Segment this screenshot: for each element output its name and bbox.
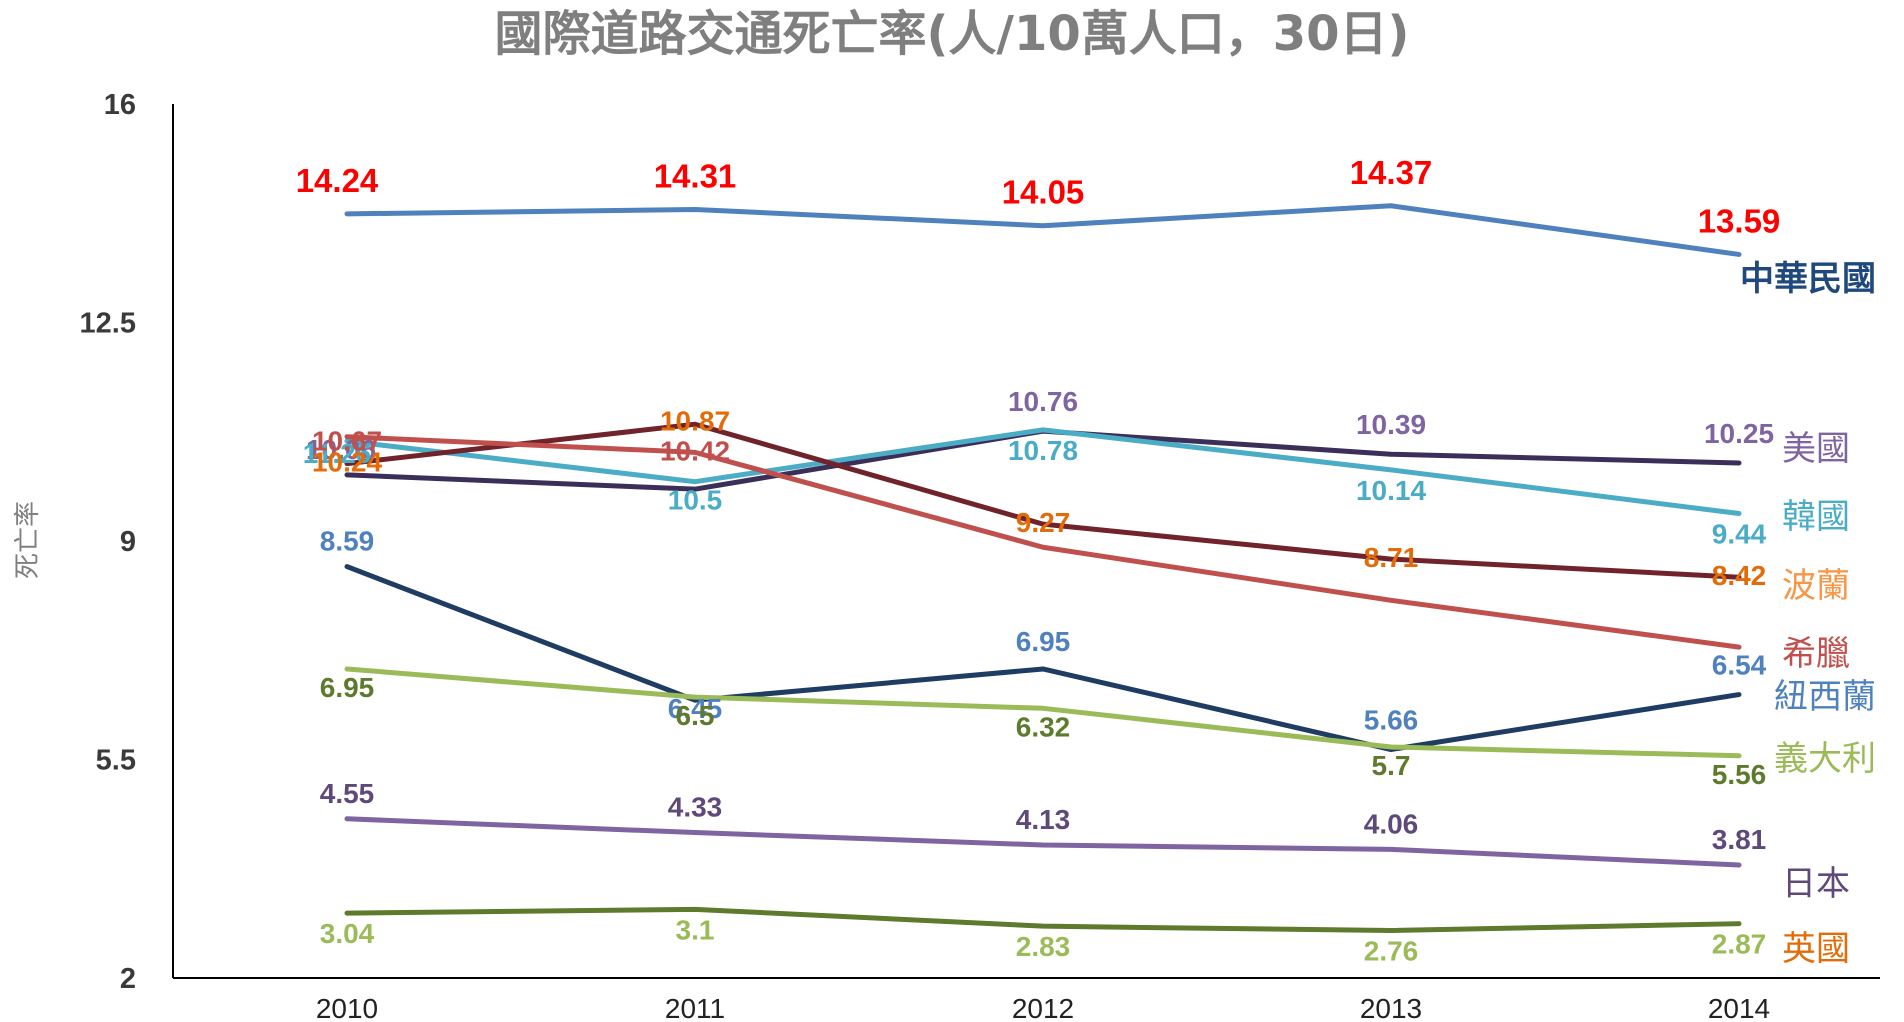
series-5-data-label: 6.95 [1016,626,1071,657]
series-8-data-label: 2.76 [1364,936,1419,967]
series-2-data-label: 10.78 [1008,435,1078,466]
series-4-name-label: 希臘 [1782,634,1850,674]
series-1-data-label: 10.39 [1356,409,1426,440]
y-tick-label: 2 [120,963,136,995]
chart-title: 國際道路交通死亡率(人/10萬人口，30日) [494,6,1409,62]
series-5-name-label: 紐西蘭 [1774,677,1876,717]
series-7-data-label: 4.13 [1016,804,1071,835]
x-tick-label: 2011 [665,993,725,1022]
series-3-data-label: 8.71 [1364,542,1419,573]
series-2-data-label: 11.26 [303,438,372,469]
series-7-data-label: 4.55 [320,778,375,809]
series-5-line [344,564,1742,753]
series-8-data-label: 2.83 [1016,931,1071,962]
series-8-line [344,906,1742,934]
series-1-data-label: 10.06 [306,434,376,465]
y-tick-label: 9 [120,526,136,558]
series-2-line [344,427,1742,517]
series-5-data-label: 6.45 [668,693,723,724]
series-6-data-label: 5.56 [1712,759,1767,790]
series-0-data-label: 14.05 [1002,174,1085,211]
x-tick-label: 2013 [1360,993,1422,1022]
y-axis-label: 死亡率 [13,501,43,579]
series-4-data-label: 10.67 [312,426,382,457]
series-5-data-label: 5.66 [1364,705,1419,736]
series-3-name-label: 波蘭 [1782,566,1850,606]
series-7-data-label: 4.06 [1364,808,1419,839]
series-5-data-label: 8.59 [320,526,375,557]
y-tick-label: 5.5 [96,745,136,777]
data-labels: 14.24 14.31 14.05 14.37 13.59 10.06 10.76 10.39… [296,154,1781,967]
series-8-data-label: 3.1 [676,914,715,945]
series-7-line [344,816,1742,868]
series-1-name-label: 美國 [1782,429,1850,469]
series-4-line [344,434,1742,650]
series-6-name-label: 義大利 [1774,739,1876,779]
series-1-data-label: 10.76 [1008,386,1078,417]
series-0-name-label: 中華民國 [1740,259,1876,299]
series-5-data-label: 6.54 [1712,650,1767,681]
series-6-data-label: 6.95 [320,672,375,703]
series-2-data-label: 10.14 [1356,475,1426,506]
series-6-data-label: 6.5 [676,700,715,731]
series-7-name-label: 日本 [1782,864,1850,904]
series-2-name-label: 韓國 [1782,497,1850,537]
series-8-data-label: 3.04 [320,918,375,949]
x-tick-label: 2012 [1012,993,1074,1022]
series-8-name-label: 英國 [1782,929,1850,969]
series-6-line [344,666,1742,759]
series-4-data-label: 10.42 [660,435,730,466]
series-7-data-label: 4.33 [668,792,723,823]
y-tick-label: 12.5 [80,308,136,340]
axes: 16 12.5 9 5.5 2 2010 2011 2012 2013 2014 [80,89,1880,1022]
series-6-data-label: 6.32 [1016,711,1071,742]
series-7-data-label: 3.81 [1712,824,1767,855]
series-2-data-label: 9.44 [1712,519,1767,550]
x-tick-label: 2014 [1708,993,1770,1022]
series-6-data-label: 5.7 [1372,750,1411,781]
x-tick-label: 2010 [316,993,378,1022]
series-3-data-label: 10.87 [660,405,730,436]
series-8-data-label: 2.87 [1712,929,1767,960]
series-3-data-label: 10.24 [312,447,382,478]
series-3-line [344,421,1742,580]
series-lines [344,203,1742,934]
series-3-data-label: 9.27 [1016,507,1071,538]
series-1-data-label: 10.25 [1704,418,1774,449]
series-0-data-label: 14.24 [296,162,379,199]
y-tick-label: 16 [104,89,136,121]
series-0-data-label: 13.59 [1698,202,1781,239]
series-0-data-label: 14.37 [1350,154,1433,191]
series-0-line [344,203,1742,257]
series-0-data-label: 14.31 [654,158,737,195]
series-3-data-label: 8.42 [1712,560,1767,591]
series-2-data-label: 10.5 [668,485,723,516]
